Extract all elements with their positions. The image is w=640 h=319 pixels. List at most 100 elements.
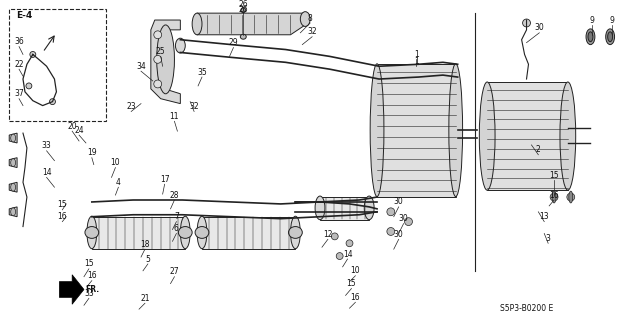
Text: 22: 22 [14,60,24,69]
Text: 15: 15 [58,200,67,209]
Ellipse shape [550,193,558,201]
Text: 10: 10 [111,158,120,167]
Ellipse shape [179,226,192,238]
Text: 33: 33 [84,289,93,298]
Text: 3: 3 [546,234,550,243]
Ellipse shape [336,253,343,259]
Polygon shape [9,158,17,167]
Ellipse shape [387,227,395,235]
Polygon shape [151,20,180,104]
Ellipse shape [332,233,338,240]
Text: 15: 15 [347,279,356,288]
Polygon shape [320,197,369,220]
Ellipse shape [479,82,495,190]
Text: 1: 1 [414,50,419,59]
Ellipse shape [180,216,190,249]
Ellipse shape [588,32,593,42]
Text: 12: 12 [323,230,333,239]
Text: 33: 33 [42,141,51,150]
Text: 15: 15 [84,259,93,268]
Text: 32: 32 [307,27,317,36]
Text: 6: 6 [174,224,179,233]
Ellipse shape [607,32,612,42]
Ellipse shape [154,80,162,88]
Text: S5P3-B0200 E: S5P3-B0200 E [500,304,553,313]
Ellipse shape [364,196,374,220]
Ellipse shape [30,51,36,57]
Text: 14: 14 [343,249,353,259]
Text: FR.: FR. [84,285,99,294]
Text: 16: 16 [549,190,559,200]
Text: 18: 18 [140,240,150,249]
Polygon shape [197,13,305,35]
Ellipse shape [11,134,15,142]
Ellipse shape [523,19,531,27]
Text: 25: 25 [156,47,166,56]
Polygon shape [202,217,296,249]
Ellipse shape [289,226,302,238]
Text: 26: 26 [239,0,248,9]
Text: 20: 20 [67,122,77,131]
Polygon shape [9,133,17,143]
Ellipse shape [569,191,573,203]
Polygon shape [60,275,84,304]
Text: 28: 28 [170,190,179,200]
Text: 30: 30 [534,23,544,33]
Text: 15: 15 [549,171,559,180]
Ellipse shape [26,83,32,89]
Ellipse shape [346,240,353,247]
Ellipse shape [87,216,97,249]
Text: 9: 9 [590,16,595,25]
Polygon shape [377,64,456,197]
Ellipse shape [175,38,185,53]
Ellipse shape [560,82,576,190]
Text: 34: 34 [136,62,146,71]
Text: 16: 16 [58,212,67,221]
Text: 23: 23 [126,102,136,111]
Bar [9,9,106,121]
Text: 30: 30 [394,230,404,239]
Ellipse shape [605,29,614,45]
Text: 29: 29 [228,38,238,47]
Text: 8: 8 [308,13,312,23]
Ellipse shape [387,208,395,216]
Ellipse shape [85,226,99,238]
Ellipse shape [157,25,175,94]
Text: 19: 19 [87,148,97,157]
Text: 36: 36 [14,37,24,46]
Ellipse shape [154,31,162,39]
Text: 16: 16 [351,293,360,302]
Ellipse shape [567,193,575,201]
Ellipse shape [11,183,15,191]
Ellipse shape [195,226,209,238]
Text: 4: 4 [116,178,121,187]
Ellipse shape [49,99,56,105]
Ellipse shape [192,13,202,35]
Ellipse shape [291,216,300,249]
Polygon shape [9,182,17,192]
Text: 24: 24 [74,126,84,135]
Text: 30: 30 [394,197,404,206]
Text: 35: 35 [197,68,207,77]
Text: 13: 13 [540,212,549,221]
Text: 26: 26 [239,5,248,14]
Ellipse shape [404,218,412,226]
Polygon shape [92,217,185,249]
Text: 32: 32 [189,102,199,111]
Ellipse shape [154,56,162,63]
Ellipse shape [11,159,15,167]
Ellipse shape [586,29,595,45]
Ellipse shape [300,12,310,26]
Ellipse shape [370,64,384,197]
Ellipse shape [241,8,246,13]
Text: 30: 30 [399,214,408,223]
Text: 9: 9 [610,16,614,25]
Text: 21: 21 [140,294,150,303]
Ellipse shape [315,196,325,220]
Text: 14: 14 [42,168,51,177]
Ellipse shape [552,191,556,203]
Polygon shape [487,82,568,190]
Ellipse shape [449,64,463,197]
Text: E-4: E-4 [16,11,32,19]
Ellipse shape [241,34,246,39]
